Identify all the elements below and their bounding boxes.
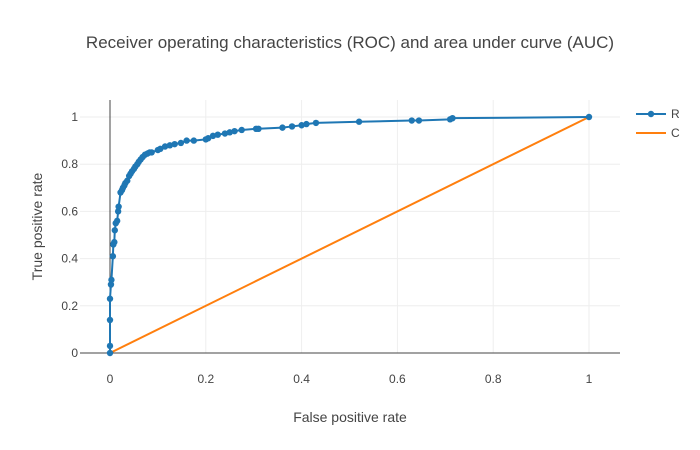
x-tick-label: 1 <box>586 372 593 386</box>
data-point <box>298 122 305 129</box>
data-point <box>238 126 245 134</box>
data-point <box>585 113 593 121</box>
x-tick-label: 0.2 <box>197 372 214 386</box>
data-point <box>312 119 320 127</box>
chart-title: Receiver operating characteristics (ROC)… <box>85 33 615 52</box>
grid-layer <box>80 100 620 353</box>
data-point <box>279 124 286 131</box>
y-tick-label: 0 <box>71 346 78 360</box>
data-point <box>449 114 456 122</box>
y-axis-title: True positive rate <box>29 172 45 280</box>
data-point <box>221 130 229 137</box>
y-tick-label: 0.4 <box>61 252 78 266</box>
data-point <box>111 238 118 246</box>
legend-label: C <box>671 126 680 140</box>
data-point <box>166 142 174 149</box>
y-tick-label: 1 <box>71 110 78 124</box>
data-point <box>114 208 122 215</box>
x-tick-label: 0 <box>107 372 114 386</box>
legend-marker <box>647 110 655 118</box>
data-point <box>106 316 114 324</box>
data-point <box>157 145 164 153</box>
y-tick-label: 0.8 <box>61 157 78 171</box>
data-point <box>106 342 114 350</box>
x-tick-label: 0.4 <box>293 372 310 386</box>
data-point <box>190 137 198 144</box>
data-point <box>109 253 117 260</box>
data-point <box>355 118 363 125</box>
data-point <box>415 117 423 124</box>
x-tick-label: 0.6 <box>389 372 406 386</box>
data-point <box>204 135 212 142</box>
data-point <box>183 137 190 144</box>
data-point <box>408 117 415 124</box>
y-tick-label: 0.2 <box>61 299 78 313</box>
data-point <box>171 140 178 148</box>
data-point <box>108 276 115 284</box>
legend[interactable]: RC <box>636 107 680 140</box>
data-point <box>255 125 262 132</box>
data-point <box>107 281 115 288</box>
data-point <box>177 139 185 147</box>
data-point <box>209 132 217 140</box>
y-tick-label: 0.6 <box>61 204 78 218</box>
data-point <box>231 127 238 135</box>
legend-item-C[interactable]: C <box>636 126 680 140</box>
data-point <box>288 123 296 130</box>
data-point <box>148 149 155 156</box>
series-line-C <box>109 116 590 354</box>
data-point <box>161 143 169 150</box>
legend-item-R[interactable]: R <box>636 107 680 121</box>
data-point <box>106 349 114 357</box>
x-tick-label: 0.8 <box>485 372 502 386</box>
series-layer <box>106 113 593 357</box>
data-point <box>113 217 121 225</box>
legend-label: R <box>671 107 680 121</box>
x-axis-title: False positive rate <box>293 409 407 425</box>
data-point <box>111 227 118 234</box>
data-point <box>214 131 221 138</box>
data-point <box>106 295 114 302</box>
data-point <box>303 120 310 128</box>
data-point <box>115 203 122 210</box>
data-point <box>226 129 233 136</box>
